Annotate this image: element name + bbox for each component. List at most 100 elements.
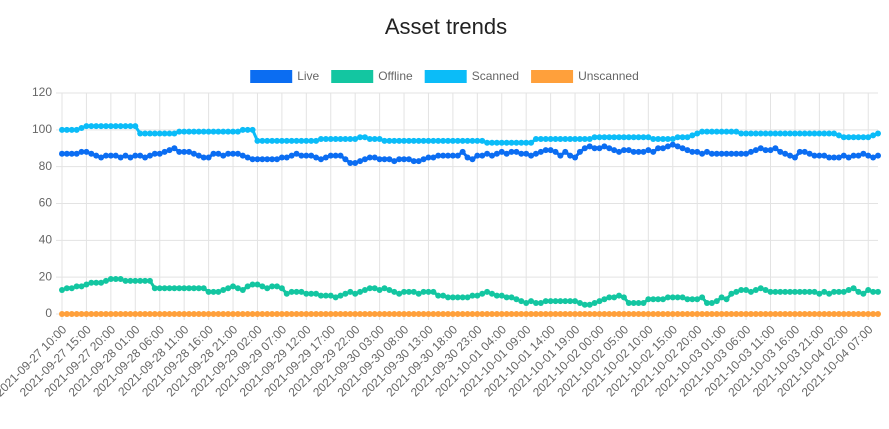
data-point	[337, 136, 344, 143]
data-point	[117, 311, 124, 317]
data-point	[479, 137, 486, 144]
data-point	[352, 290, 359, 297]
data-point	[728, 150, 735, 157]
data-point	[723, 296, 730, 303]
data-point	[728, 290, 735, 297]
data-point	[430, 137, 437, 144]
data-point	[122, 277, 129, 284]
data-point	[831, 154, 838, 161]
data-point	[752, 287, 759, 294]
data-point	[166, 147, 173, 154]
data-point	[386, 156, 393, 163]
data-point	[630, 311, 637, 317]
data-point	[518, 139, 525, 146]
data-point	[59, 311, 65, 317]
data-point	[596, 311, 603, 317]
data-point	[772, 311, 779, 317]
data-point	[117, 276, 124, 283]
data-point	[777, 288, 784, 295]
data-point	[474, 311, 481, 317]
data-point	[513, 148, 520, 155]
data-point	[332, 136, 339, 143]
data-point	[102, 123, 109, 130]
data-point	[791, 311, 798, 317]
data-point	[713, 128, 720, 135]
data-point	[757, 285, 764, 292]
data-point	[679, 134, 686, 141]
data-point	[200, 311, 207, 317]
data-point	[562, 311, 569, 317]
data-point	[664, 136, 671, 143]
data-point	[630, 134, 637, 141]
data-point	[850, 152, 857, 159]
legend-label: Scanned	[472, 69, 519, 83]
data-point	[689, 296, 696, 303]
data-point	[708, 311, 715, 317]
data-point	[83, 148, 90, 155]
data-point	[674, 294, 681, 301]
data-point	[425, 137, 432, 144]
data-point	[620, 311, 627, 317]
data-point	[244, 311, 251, 317]
data-point	[347, 311, 354, 317]
data-point	[835, 311, 842, 317]
data-point	[298, 152, 305, 159]
data-point	[112, 123, 119, 130]
data-point	[449, 294, 456, 301]
data-point	[381, 137, 388, 144]
data-point	[176, 148, 183, 155]
data-point	[479, 152, 486, 159]
data-point	[547, 147, 554, 154]
data-point	[747, 148, 754, 155]
data-point	[459, 294, 466, 301]
data-point	[313, 154, 320, 161]
data-point	[640, 299, 647, 306]
data-point	[210, 128, 217, 135]
data-point	[772, 145, 779, 152]
data-point	[156, 285, 163, 292]
data-point	[743, 287, 750, 294]
data-point	[694, 311, 701, 317]
data-point	[523, 139, 530, 146]
data-point	[860, 311, 867, 317]
data-point	[376, 136, 383, 143]
data-point	[860, 290, 867, 297]
data-point	[718, 294, 725, 301]
data-point	[576, 136, 583, 143]
data-point	[801, 288, 808, 295]
data-point	[660, 145, 667, 152]
data-point	[259, 311, 266, 317]
data-point	[620, 134, 627, 141]
data-point	[342, 156, 349, 163]
data-point	[777, 148, 784, 155]
data-point	[816, 290, 823, 297]
data-point	[195, 128, 202, 135]
data-point	[772, 130, 779, 137]
data-point	[112, 311, 119, 317]
data-point	[528, 311, 535, 317]
data-point	[200, 128, 207, 135]
data-point	[518, 298, 525, 305]
data-point	[723, 128, 730, 135]
data-point	[137, 152, 144, 159]
data-point	[703, 311, 710, 317]
data-point	[112, 152, 119, 159]
data-point	[518, 150, 525, 157]
data-point	[396, 137, 403, 144]
data-point	[435, 137, 442, 144]
data-point	[738, 150, 745, 157]
data-point	[405, 311, 412, 317]
data-point	[303, 152, 310, 159]
data-point	[865, 311, 872, 317]
data-point	[322, 311, 329, 317]
data-point	[298, 311, 305, 317]
data-point	[777, 311, 784, 317]
data-point	[386, 287, 393, 294]
data-point	[630, 148, 637, 155]
data-point	[703, 148, 710, 155]
data-point	[259, 156, 266, 163]
data-point	[190, 128, 197, 135]
data-point	[508, 148, 515, 155]
data-point	[674, 134, 681, 141]
data-point	[752, 147, 759, 154]
